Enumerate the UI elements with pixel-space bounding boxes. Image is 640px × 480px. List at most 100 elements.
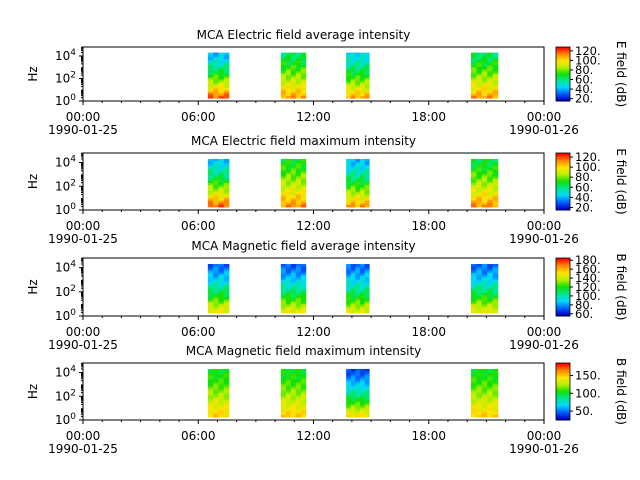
- heatmap-cell: [355, 297, 361, 301]
- heatmap-cell: [295, 58, 302, 62]
- heatmap-cell: [355, 295, 361, 298]
- heatmap-cell: [218, 58, 225, 62]
- heatmap-cell: [207, 167, 214, 171]
- heatmap-cell: [364, 94, 370, 97]
- colorbar-step: [556, 375, 570, 378]
- heatmap-cell: [476, 397, 483, 400]
- heatmap-cell: [346, 304, 352, 307]
- heatmap-cell: [295, 158, 302, 162]
- heatmap-cell: [364, 392, 370, 396]
- heatmap-cell: [207, 204, 214, 208]
- heatmap-cell: [471, 406, 477, 409]
- heatmap-cell: [481, 187, 488, 190]
- heatmap-cell: [492, 272, 499, 276]
- y-tick-label: 102: [55, 284, 76, 299]
- heatmap-cell: [492, 202, 499, 206]
- heatmap-cell: [492, 87, 499, 91]
- heatmap-cell: [295, 310, 302, 314]
- heatmap-cell: [487, 91, 493, 95]
- heatmap-cell: [346, 161, 352, 164]
- heatmap-cell: [285, 169, 292, 173]
- heatmap-cell: [471, 408, 477, 411]
- heatmap-cell: [471, 290, 477, 294]
- heatmap-cell: [213, 375, 219, 379]
- heatmap-cell: [290, 198, 297, 201]
- heatmap-cell: [492, 308, 499, 312]
- heatmap-cell: [300, 395, 307, 398]
- heatmap-cell: [218, 158, 225, 162]
- heatmap-cell: [280, 410, 287, 414]
- heatmap-cell: [285, 161, 292, 164]
- heatmap-cell: [295, 264, 302, 267]
- heatmap-cell: [213, 373, 219, 376]
- heatmap-cell: [492, 79, 499, 83]
- heatmap-cell: [476, 301, 483, 305]
- heatmap-cell: [280, 401, 287, 405]
- heatmap-cell: [476, 54, 483, 58]
- heatmap-cell: [213, 386, 219, 390]
- heatmap-cell: [285, 382, 292, 385]
- heatmap-cell: [481, 91, 488, 95]
- heatmap-cell: [359, 56, 365, 60]
- heatmap-cell: [476, 198, 483, 201]
- heatmap-cell: [207, 373, 214, 376]
- heatmap-cell: [487, 388, 493, 392]
- heatmap-cell: [295, 304, 302, 307]
- heatmap-cell: [481, 279, 488, 283]
- heatmap-cell: [364, 96, 370, 99]
- heatmap-cell: [223, 410, 230, 414]
- heatmap-cell: [487, 395, 493, 398]
- heatmap-cell: [364, 200, 370, 204]
- heatmap-cell: [481, 193, 488, 197]
- heatmap-segment: [471, 264, 499, 314]
- heatmap-cell: [207, 178, 214, 182]
- heatmap-cell: [492, 69, 499, 72]
- heatmap-cell: [481, 176, 488, 180]
- colorbar-step: [556, 380, 570, 383]
- heatmap-cell: [346, 75, 352, 78]
- heatmap-cell: [359, 403, 365, 407]
- heatmap-cell: [300, 408, 307, 411]
- heatmap-cell: [359, 198, 365, 201]
- heatmap-cell: [290, 60, 297, 64]
- heatmap-cell: [476, 371, 483, 374]
- heatmap-cell: [487, 163, 493, 166]
- heatmap-cell: [350, 414, 356, 418]
- heatmap-cell: [290, 182, 297, 186]
- heatmap-cell: [280, 65, 287, 68]
- heatmap-cell: [218, 71, 225, 74]
- heatmap-cell: [213, 58, 219, 62]
- heatmap-cell: [295, 308, 302, 312]
- heatmap-cell: [223, 264, 230, 267]
- heatmap-cell: [487, 284, 493, 287]
- heatmap-cell: [471, 281, 477, 285]
- heatmap-cell: [492, 62, 499, 66]
- heatmap-cell: [471, 196, 477, 199]
- heatmap-cell: [207, 279, 214, 283]
- heatmap-cell: [346, 382, 352, 385]
- heatmap-cell: [481, 295, 488, 298]
- heatmap-cell: [355, 392, 361, 396]
- heatmap-cell: [223, 62, 230, 66]
- colorbar-step: [556, 405, 570, 408]
- heatmap-cell: [300, 301, 307, 305]
- colorbar-step: [556, 48, 570, 51]
- heatmap-cell: [355, 304, 361, 307]
- heatmap-cell: [481, 191, 488, 195]
- heatmap-cell: [359, 281, 365, 285]
- heatmap-cell: [295, 94, 302, 97]
- heatmap-cell: [492, 163, 499, 166]
- heatmap-cell: [359, 377, 365, 381]
- heatmap-cell: [492, 193, 499, 197]
- heatmap-cell: [364, 390, 370, 394]
- colorbar-step: [556, 63, 570, 66]
- heatmap-cell: [290, 163, 297, 166]
- colorbar-tick-label: 50.: [575, 404, 593, 418]
- heatmap-cell: [471, 81, 477, 85]
- heatmap-cell: [359, 54, 365, 58]
- heatmap-cell: [364, 288, 370, 292]
- heatmap-cell: [364, 67, 370, 70]
- colorbar-step: [556, 298, 570, 301]
- heatmap-cell: [295, 169, 302, 173]
- heatmap-cell: [476, 268, 483, 272]
